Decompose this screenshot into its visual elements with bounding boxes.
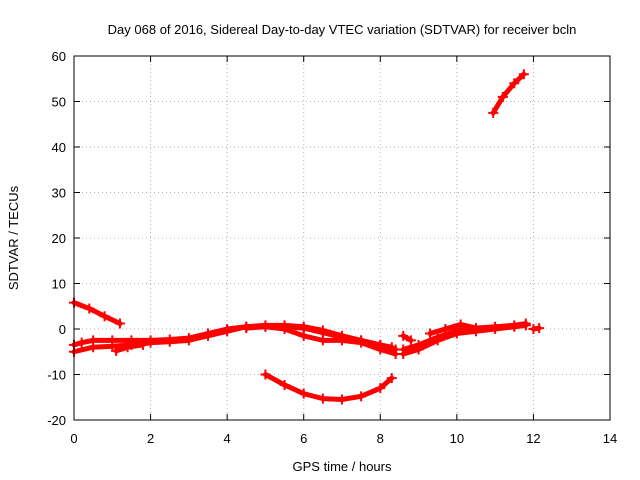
ticks: 0 2 4 6 8 10 12 14 -20 -10 0 10 20 30 40 50 60 xyxy=(47,49,617,446)
grid xyxy=(74,56,610,420)
data-point xyxy=(534,323,545,334)
data-point xyxy=(164,336,175,347)
data-point xyxy=(298,388,309,399)
x-axis-label: GPS time / hours xyxy=(293,459,392,474)
data-point xyxy=(84,303,95,314)
series-track-a xyxy=(71,300,123,327)
data-point xyxy=(440,324,451,334)
series-group xyxy=(69,69,545,405)
data-point xyxy=(337,332,347,343)
data-point xyxy=(490,324,501,334)
y-tick-label: 20 xyxy=(52,231,66,246)
data-point xyxy=(122,342,133,353)
data-point xyxy=(260,369,271,380)
data-point xyxy=(317,393,328,404)
data-point xyxy=(375,339,386,350)
y-tick-label: -10 xyxy=(47,368,66,383)
y-axis-label: SDTVAR / TECUs xyxy=(6,185,21,290)
data-point xyxy=(145,337,156,348)
data-point xyxy=(356,335,367,346)
data-point xyxy=(111,345,122,356)
data-point xyxy=(137,339,148,350)
data-point xyxy=(488,107,499,118)
data-point xyxy=(405,335,416,346)
data-point xyxy=(279,321,290,332)
data-point xyxy=(386,373,397,384)
data-point xyxy=(222,326,233,337)
series-track-l xyxy=(490,71,527,116)
data-point xyxy=(398,330,409,341)
series-track-i xyxy=(427,321,479,337)
data-point xyxy=(451,328,462,339)
data-point xyxy=(203,330,213,341)
y-tick-label: 10 xyxy=(52,277,66,292)
data-point xyxy=(317,327,328,338)
data-point xyxy=(509,321,520,332)
y-tick-label: 40 xyxy=(52,140,66,155)
x-tick-label: 12 xyxy=(526,431,540,446)
data-point xyxy=(518,69,529,80)
x-tick-label: 6 xyxy=(300,431,307,446)
y-tick-label: 50 xyxy=(52,95,66,110)
series-track-f xyxy=(262,372,395,403)
data-point xyxy=(509,78,520,89)
y-tick-label: 30 xyxy=(52,186,66,201)
x-tick-label: 2 xyxy=(147,431,154,446)
data-point xyxy=(88,342,99,353)
x-tick-label: 10 xyxy=(450,431,464,446)
data-point xyxy=(260,321,271,332)
data-point xyxy=(432,335,443,346)
data-point xyxy=(375,383,386,394)
data-point xyxy=(425,328,436,339)
data-point xyxy=(99,311,110,322)
y-tick-label: 0 xyxy=(59,322,66,337)
data-point xyxy=(413,344,424,355)
data-point xyxy=(76,337,87,348)
data-point xyxy=(279,379,290,390)
data-point xyxy=(471,323,481,334)
data-point xyxy=(114,318,125,329)
data-point xyxy=(398,349,409,360)
y-tick-label: -20 xyxy=(47,413,66,428)
data-point xyxy=(520,320,531,331)
data-point xyxy=(183,335,194,346)
chart-title: Day 068 of 2016, Sidereal Day-to-day VTE… xyxy=(108,22,577,37)
x-tick-label: 14 xyxy=(603,431,617,446)
y-tick-label: 60 xyxy=(52,49,66,64)
x-tick-label: 4 xyxy=(224,431,231,446)
data-point xyxy=(298,323,309,334)
data-point xyxy=(241,323,252,334)
x-tick-label: 8 xyxy=(377,431,384,446)
data-point xyxy=(337,394,347,405)
data-point xyxy=(356,391,367,402)
data-point xyxy=(455,319,466,330)
data-point xyxy=(497,91,508,102)
data-point xyxy=(386,342,397,353)
x-tick-label: 0 xyxy=(70,431,77,446)
